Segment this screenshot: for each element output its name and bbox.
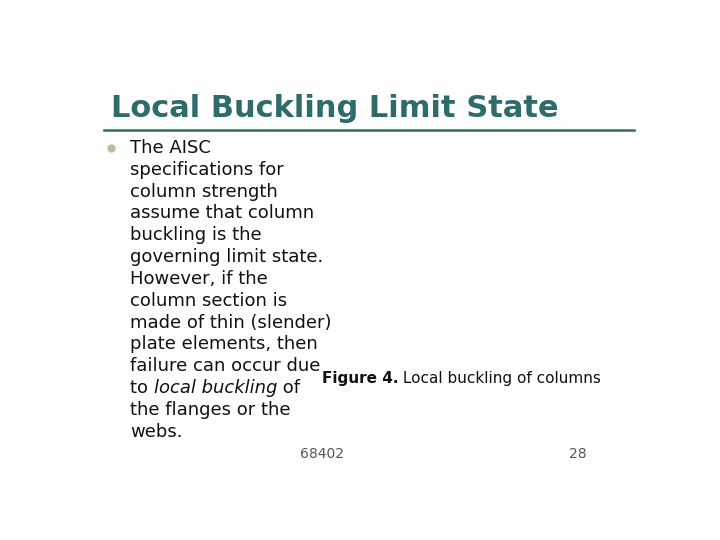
Text: column section is: column section is (130, 292, 287, 310)
Text: of: of (277, 379, 300, 397)
Text: plate elements, then: plate elements, then (130, 335, 318, 353)
Text: column strength: column strength (130, 183, 278, 201)
Text: However, if the: However, if the (130, 270, 268, 288)
Text: The AISC: The AISC (130, 139, 211, 157)
Text: local buckling: local buckling (154, 379, 277, 397)
FancyBboxPatch shape (86, 62, 652, 484)
Text: 28: 28 (570, 447, 587, 461)
Text: Local buckling of columns: Local buckling of columns (398, 371, 601, 386)
Text: specifications for: specifications for (130, 161, 284, 179)
Text: made of thin (slender): made of thin (slender) (130, 314, 332, 332)
Text: webs.: webs. (130, 423, 183, 441)
Text: Local Buckling Limit State: Local Buckling Limit State (111, 94, 559, 123)
Text: governing limit state.: governing limit state. (130, 248, 323, 266)
Text: assume that column: assume that column (130, 205, 315, 222)
Text: buckling is the: buckling is the (130, 226, 262, 244)
Text: failure can occur due: failure can occur due (130, 357, 320, 375)
Text: the flanges or the: the flanges or the (130, 401, 291, 419)
Text: 68402: 68402 (300, 447, 343, 461)
Text: to: to (130, 379, 154, 397)
Text: Figure 4.: Figure 4. (322, 371, 398, 386)
